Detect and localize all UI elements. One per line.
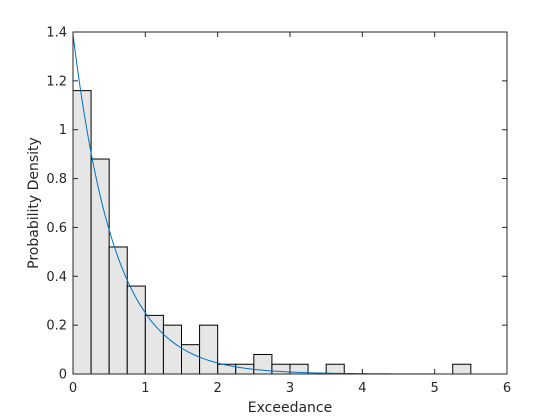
x-tick-label: 3 [286,381,294,396]
x-axis-title: Exceedance [248,400,332,416]
x-tick-label: 4 [358,381,366,396]
histogram-bar [217,363,237,375]
histogram-bar [199,324,219,375]
histogram-bar [90,158,110,375]
y-tick-label: 0.4 [46,270,67,285]
histogram-bar [452,363,472,375]
histogram-bar [325,363,345,375]
y-tick-label: 1 [59,123,67,138]
y-tick-label: 0.2 [46,319,67,334]
y-tick-label: 1.2 [46,74,67,89]
x-tick-label: 5 [431,381,439,396]
x-tick-label: 2 [214,381,222,396]
histogram-bar [108,246,128,375]
x-axis-ticks: 0 1 2 3 4 5 6 [69,32,511,396]
x-tick-label: 0 [69,381,77,396]
y-tick-label: 0.8 [46,172,67,187]
y-tick-label: 0.6 [46,221,67,236]
histogram-bar [181,344,201,375]
histogram-bar [162,324,183,375]
x-tick-label: 1 [141,381,149,396]
y-axis-title: Probability Density [26,137,42,269]
y-tick-label: 1.4 [46,26,67,41]
histogram-bar [72,90,92,375]
x-tick-label: 6 [503,381,511,396]
histogram-bar [271,363,291,375]
y-tick-label: 0 [59,368,67,383]
y-axis-ticks: 0 0.2 0.4 0.6 0.8 1 1.2 1.4 [46,26,507,383]
